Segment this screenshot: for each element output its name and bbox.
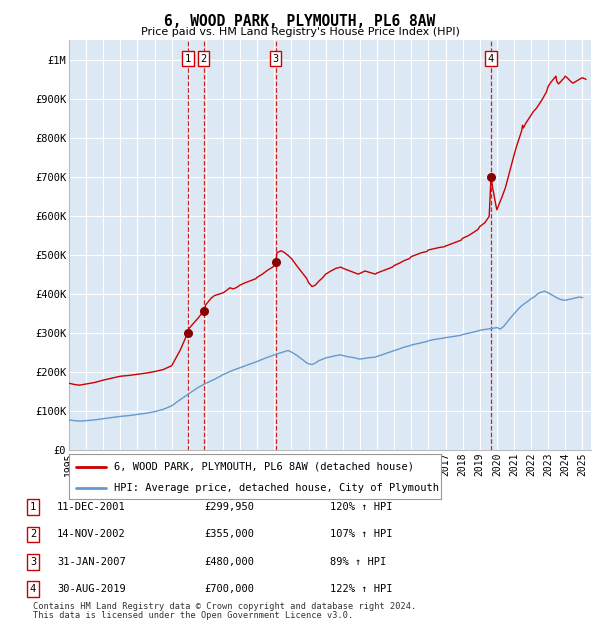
Text: 4: 4 <box>30 584 36 594</box>
Text: 89% ↑ HPI: 89% ↑ HPI <box>330 557 386 567</box>
Text: 107% ↑ HPI: 107% ↑ HPI <box>330 529 392 539</box>
Text: 2: 2 <box>30 529 36 539</box>
Text: 11-DEC-2001: 11-DEC-2001 <box>57 502 126 512</box>
Text: £480,000: £480,000 <box>204 557 254 567</box>
Text: £355,000: £355,000 <box>204 529 254 539</box>
Text: 4: 4 <box>488 54 494 64</box>
Text: 122% ↑ HPI: 122% ↑ HPI <box>330 584 392 594</box>
Text: 1: 1 <box>185 54 191 64</box>
Text: 31-JAN-2007: 31-JAN-2007 <box>57 557 126 567</box>
Text: 30-AUG-2019: 30-AUG-2019 <box>57 584 126 594</box>
Text: 6, WOOD PARK, PLYMOUTH, PL6 8AW: 6, WOOD PARK, PLYMOUTH, PL6 8AW <box>164 14 436 29</box>
Text: £299,950: £299,950 <box>204 502 254 512</box>
Text: 3: 3 <box>272 54 279 64</box>
Text: £700,000: £700,000 <box>204 584 254 594</box>
Text: 14-NOV-2002: 14-NOV-2002 <box>57 529 126 539</box>
Text: 1: 1 <box>30 502 36 512</box>
Text: 2: 2 <box>200 54 207 64</box>
Text: This data is licensed under the Open Government Licence v3.0.: This data is licensed under the Open Gov… <box>33 611 353 619</box>
Text: 6, WOOD PARK, PLYMOUTH, PL6 8AW (detached house): 6, WOOD PARK, PLYMOUTH, PL6 8AW (detache… <box>113 462 413 472</box>
Text: Price paid vs. HM Land Registry's House Price Index (HPI): Price paid vs. HM Land Registry's House … <box>140 27 460 37</box>
Text: 120% ↑ HPI: 120% ↑ HPI <box>330 502 392 512</box>
Text: Contains HM Land Registry data © Crown copyright and database right 2024.: Contains HM Land Registry data © Crown c… <box>33 602 416 611</box>
Text: 3: 3 <box>30 557 36 567</box>
Text: HPI: Average price, detached house, City of Plymouth: HPI: Average price, detached house, City… <box>113 483 439 493</box>
